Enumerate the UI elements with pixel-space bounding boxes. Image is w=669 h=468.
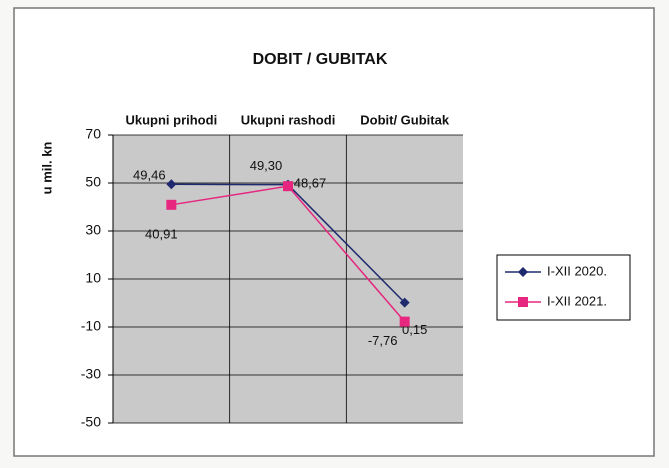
marker [399,297,410,308]
marker [166,179,177,190]
marker [283,181,293,192]
marker [166,199,177,210]
legend-marker [518,267,528,277]
chart-title: DOBIT / GUBITAK [253,51,388,68]
marker [399,316,410,327]
legend-box [496,254,631,321]
data-label: -7,76 [368,333,398,348]
legend-marker [518,297,528,307]
y-axis-label: u mil. kn [39,142,54,195]
legend-label: I-XII 2021. [547,293,607,308]
legend-label: I-XII 2020. [547,263,607,278]
y-tick-label: -10 [81,318,101,334]
data-label: 49,46 [133,168,166,183]
y-tick-label: 30 [85,222,101,238]
x-tick-label: Dobit/ Gubitak [360,112,450,127]
y-tick-label: 50 [85,174,101,190]
x-tick-label: Ukupni rashodi [241,112,336,127]
data-label: 40,91 [145,226,178,241]
data-label: 48,67 [294,176,327,191]
y-tick-label: 70 [85,126,101,142]
y-tick-label: -30 [81,366,101,382]
y-tick-label: 10 [85,270,101,286]
data-label: 49,30 [250,158,283,173]
x-tick-label: Ukupni prihodi [125,112,217,127]
y-tick-label: -50 [81,414,101,430]
